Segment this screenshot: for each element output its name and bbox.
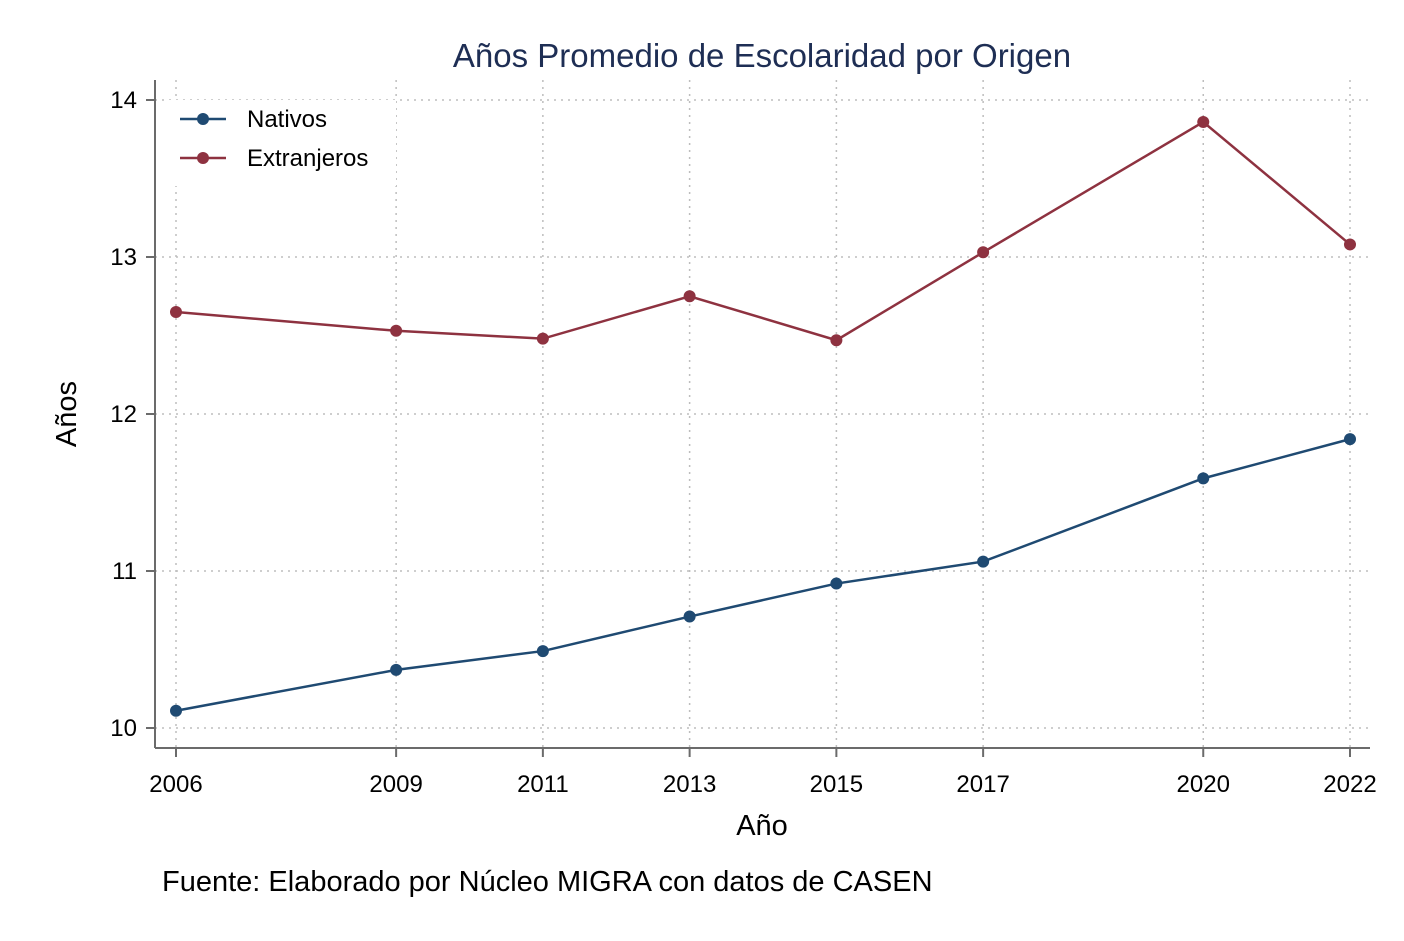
legend-marker-extranjeros bbox=[197, 152, 209, 164]
data-point-extranjeros bbox=[1197, 115, 1210, 128]
series-nativos bbox=[170, 433, 1356, 717]
x-tick-label: 2009 bbox=[369, 771, 422, 798]
x-tick-label: 2013 bbox=[663, 771, 716, 798]
data-series bbox=[170, 115, 1356, 717]
x-tick-label: 2015 bbox=[810, 771, 863, 798]
y-axis-title: Años bbox=[51, 381, 83, 447]
data-point-extranjeros bbox=[390, 324, 403, 337]
data-point-extranjeros bbox=[170, 305, 182, 318]
series-line-extranjeros bbox=[175, 120, 1351, 342]
legend-label-nativos: Nativos bbox=[247, 106, 327, 133]
data-point-nativos bbox=[390, 663, 403, 676]
x-axis-title: Año bbox=[736, 810, 788, 842]
data-point-nativos bbox=[1197, 472, 1210, 485]
series-line-nativos bbox=[175, 437, 1351, 712]
legend-marker-nativos bbox=[197, 113, 209, 125]
data-point-extranjeros bbox=[683, 290, 696, 303]
x-tick-label: 2006 bbox=[149, 771, 202, 798]
data-point-extranjeros bbox=[1344, 238, 1356, 251]
y-tick-label: 10 bbox=[110, 715, 137, 742]
y-tick-label: 13 bbox=[110, 244, 137, 271]
data-point-nativos bbox=[977, 555, 990, 568]
data-point-extranjeros bbox=[830, 334, 843, 347]
x-tick-label: 2017 bbox=[956, 771, 1009, 798]
series-extranjeros bbox=[170, 115, 1356, 347]
legend-label-extranjeros: Extranjeros bbox=[247, 145, 368, 172]
x-tick-label: 2020 bbox=[1177, 771, 1230, 798]
y-tick-label: 14 bbox=[110, 87, 137, 114]
data-point-nativos bbox=[683, 610, 696, 623]
data-point-nativos bbox=[830, 577, 843, 590]
chart-title: Años Promedio de Escolaridad por Origen bbox=[453, 37, 1071, 74]
x-tick-label: 2011 bbox=[517, 771, 569, 798]
legend: Nativos Extranjeros bbox=[168, 100, 396, 186]
x-tick-label: 2022 bbox=[1323, 771, 1376, 798]
data-point-nativos bbox=[536, 645, 549, 658]
axes: 10 11 12 13 14 2006 2009 2011 2013 2015 2017 2020 20… bbox=[110, 80, 1377, 798]
data-point-nativos bbox=[1344, 433, 1356, 446]
source-note: Fuente: Elaborado por Núcleo MIGRA con d… bbox=[162, 866, 933, 898]
y-tick-label: 11 bbox=[112, 558, 137, 585]
data-point-extranjeros bbox=[536, 332, 549, 345]
data-point-extranjeros bbox=[977, 246, 990, 259]
data-point-nativos bbox=[170, 704, 182, 717]
y-tick-label: 12 bbox=[110, 401, 137, 428]
